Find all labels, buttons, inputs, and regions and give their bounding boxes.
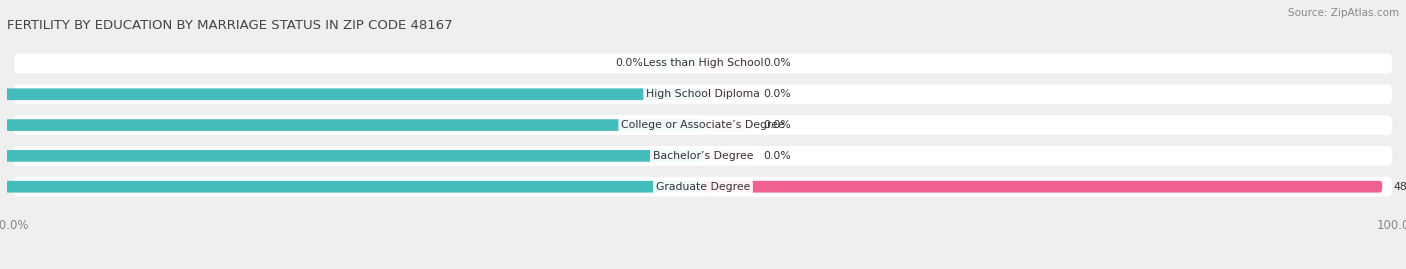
Text: Bachelor’s Degree: Bachelor’s Degree bbox=[652, 151, 754, 161]
FancyBboxPatch shape bbox=[0, 181, 703, 193]
Text: 0.0%: 0.0% bbox=[763, 120, 790, 130]
Text: 0.0%: 0.0% bbox=[763, 151, 790, 161]
Text: Less than High School: Less than High School bbox=[643, 58, 763, 68]
FancyBboxPatch shape bbox=[703, 58, 752, 69]
FancyBboxPatch shape bbox=[703, 150, 752, 162]
Text: College or Associate’s Degree: College or Associate’s Degree bbox=[621, 120, 785, 130]
Text: 0.0%: 0.0% bbox=[763, 58, 790, 68]
FancyBboxPatch shape bbox=[14, 115, 1392, 135]
FancyBboxPatch shape bbox=[0, 119, 703, 131]
Text: 0.0%: 0.0% bbox=[616, 58, 643, 68]
FancyBboxPatch shape bbox=[14, 54, 1392, 73]
FancyBboxPatch shape bbox=[14, 146, 1392, 166]
FancyBboxPatch shape bbox=[703, 181, 1382, 193]
FancyBboxPatch shape bbox=[654, 58, 703, 69]
Text: 0.0%: 0.0% bbox=[763, 89, 790, 99]
FancyBboxPatch shape bbox=[703, 89, 752, 100]
Text: 48.8%: 48.8% bbox=[1393, 182, 1406, 192]
Text: Graduate Degree: Graduate Degree bbox=[655, 182, 751, 192]
FancyBboxPatch shape bbox=[0, 150, 703, 162]
Text: Source: ZipAtlas.com: Source: ZipAtlas.com bbox=[1288, 8, 1399, 18]
Text: High School Diploma: High School Diploma bbox=[647, 89, 759, 99]
FancyBboxPatch shape bbox=[0, 89, 703, 100]
FancyBboxPatch shape bbox=[703, 119, 752, 131]
Text: FERTILITY BY EDUCATION BY MARRIAGE STATUS IN ZIP CODE 48167: FERTILITY BY EDUCATION BY MARRIAGE STATU… bbox=[7, 19, 453, 32]
FancyBboxPatch shape bbox=[14, 84, 1392, 104]
FancyBboxPatch shape bbox=[14, 177, 1392, 197]
